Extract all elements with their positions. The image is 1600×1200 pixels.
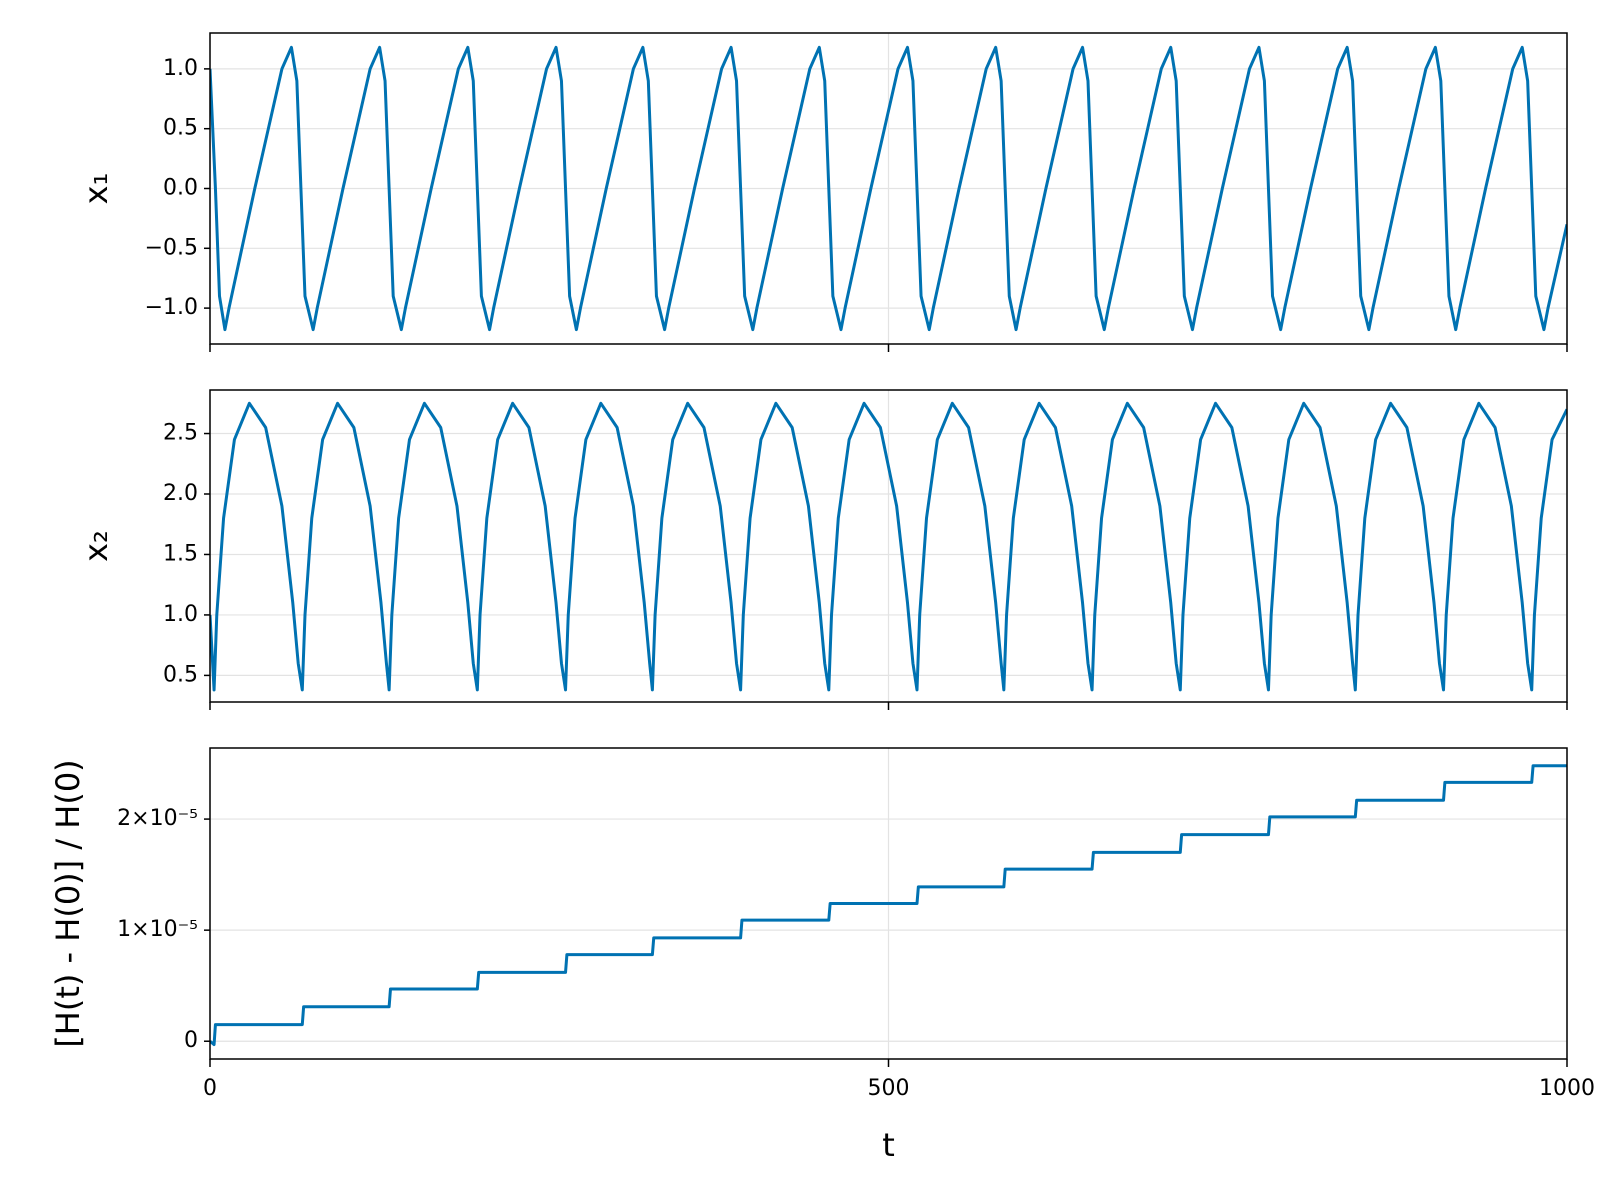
x-tick-label: 0 bbox=[203, 1076, 217, 1101]
y-axis-label: [H(t) - H(0)] / H(0) bbox=[49, 759, 87, 1047]
y-tick-label: −1.0 bbox=[145, 295, 198, 320]
line-series bbox=[210, 764, 1567, 1047]
line-series bbox=[210, 45, 1567, 332]
y-tick-label: 1×10⁻⁵ bbox=[117, 917, 198, 942]
y-tick-label: −0.5 bbox=[145, 235, 198, 260]
y-tick-label: 1.0 bbox=[163, 56, 198, 81]
x-axis-label: t bbox=[882, 1126, 895, 1164]
y-tick-label: 0.5 bbox=[163, 116, 198, 141]
x-tick-label: 500 bbox=[868, 1076, 910, 1101]
y-tick-label: 0.0 bbox=[163, 176, 198, 201]
y-axis-label: x₁ bbox=[77, 173, 115, 205]
plot-frame bbox=[209, 32, 1568, 345]
y-tick-label: 1.5 bbox=[163, 541, 198, 566]
y-tick-label: 2×10⁻⁵ bbox=[117, 806, 198, 831]
y-tick-label: 0 bbox=[184, 1028, 198, 1053]
plot-frame bbox=[209, 747, 1568, 1060]
line-series bbox=[210, 401, 1567, 692]
y-tick-label: 2.5 bbox=[163, 421, 198, 446]
y-axis-label: x₂ bbox=[77, 530, 115, 562]
x-tick-label: 1000 bbox=[1539, 1076, 1595, 1101]
plot-frame bbox=[209, 389, 1568, 703]
y-tick-label: 1.0 bbox=[163, 602, 198, 627]
y-tick-label: 2.0 bbox=[163, 481, 198, 506]
y-tick-label: 0.5 bbox=[163, 662, 198, 687]
